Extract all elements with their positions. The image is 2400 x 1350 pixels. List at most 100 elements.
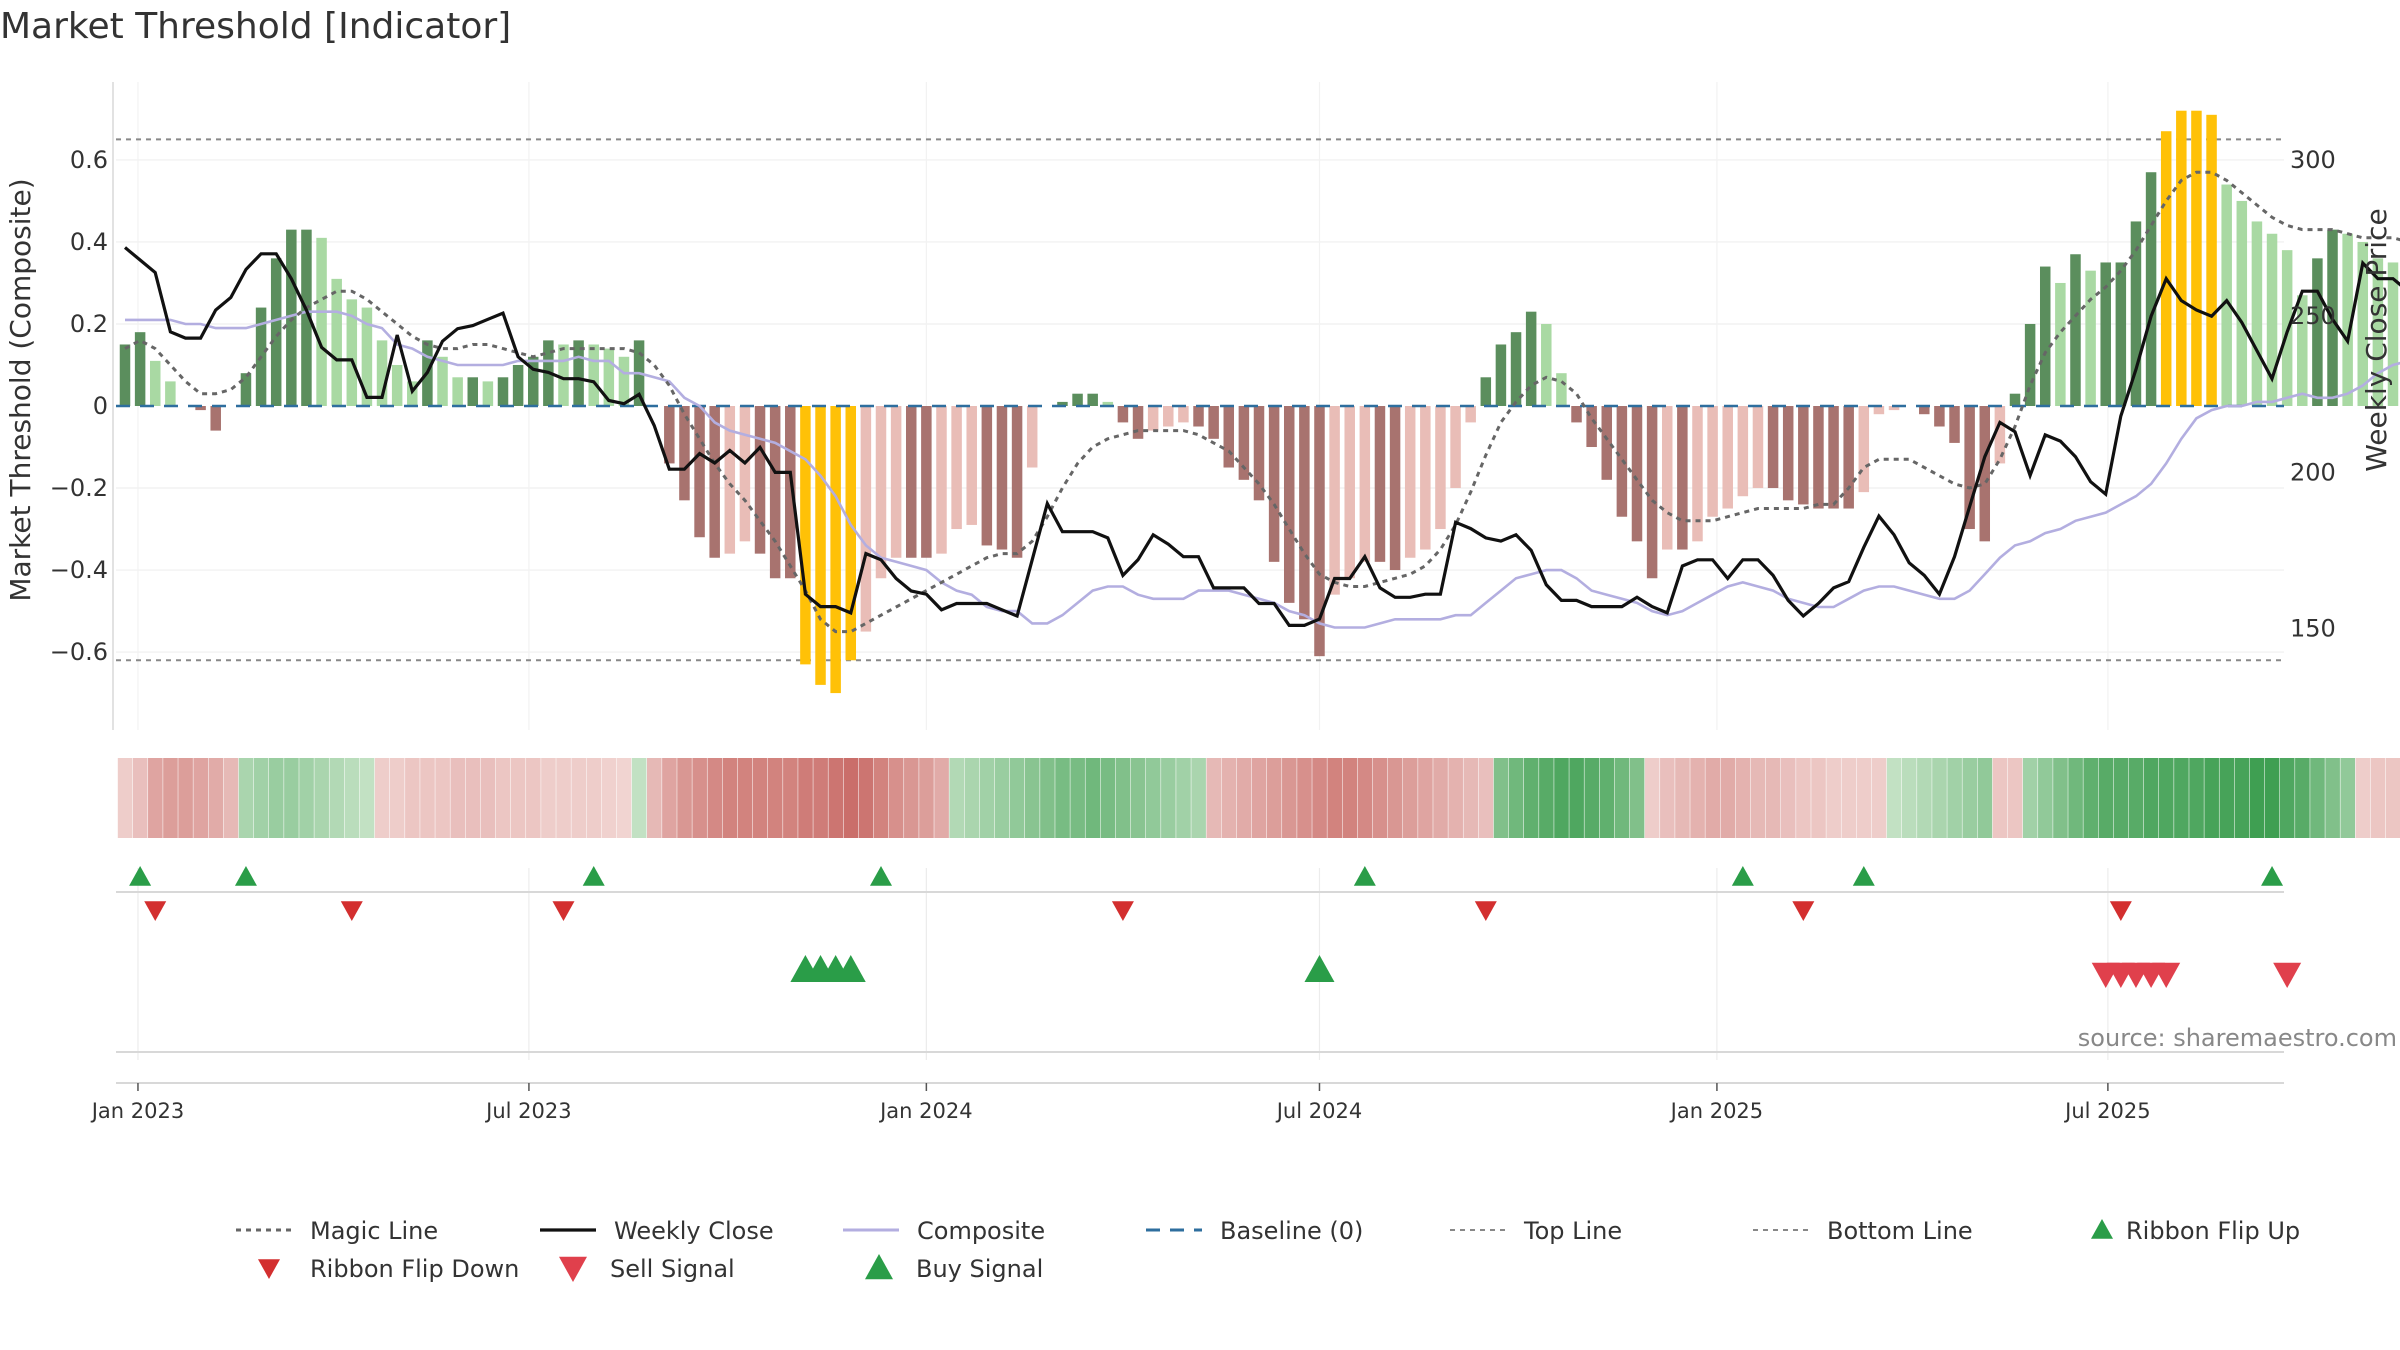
composite-bar: [119, 344, 131, 406]
composite-bar: [966, 406, 977, 525]
legend-label: Baseline (0): [1220, 1217, 1363, 1245]
composite-bar: [1420, 406, 1431, 550]
legend-label: Ribbon Flip Up: [2126, 1217, 2300, 1245]
composite-bar: [618, 356, 630, 406]
composite-bar: [1964, 406, 1975, 530]
composite-bar: [316, 237, 327, 406]
ribbon-cell: [692, 758, 707, 838]
ribbon-cell: [1569, 758, 1584, 838]
composite-bar: [2070, 254, 2081, 406]
ribbon-cell: [2053, 758, 2068, 838]
date-tick-label: Jan 2024: [878, 1099, 973, 1123]
ribbon-cell: [767, 758, 783, 838]
weekly-close-line: [123, 246, 2400, 628]
composite-bar: [1661, 406, 1673, 550]
ribbon-cell: [1161, 758, 1176, 838]
ribbon-cell: [344, 758, 360, 838]
composite-bar: [1722, 406, 1733, 509]
ribbon-cell: [571, 758, 586, 838]
ribbon-cell: [647, 758, 662, 838]
legend-label: Weekly Close: [614, 1217, 774, 1245]
composite-bar: [2130, 221, 2142, 406]
ribbon-flip-up-marker: [129, 866, 152, 886]
ribbon-cell: [2279, 758, 2295, 838]
composite-bar: [1450, 406, 1461, 489]
composite-bar: [2160, 131, 2172, 406]
ribbon-cell: [2234, 758, 2250, 838]
composite-bar: [1646, 406, 1658, 579]
ribbon-cell: [1886, 758, 1902, 838]
ribbon-cell: [1312, 758, 1327, 838]
ribbon-cell: [556, 758, 571, 838]
ribbon-cell: [389, 758, 405, 838]
composite-bar: [936, 406, 947, 554]
composite-bar: [2176, 110, 2187, 406]
composite-bar: [2039, 266, 2051, 406]
ribbon-flip-up-marker: [870, 866, 892, 886]
composite-bar: [527, 356, 539, 406]
ribbon-cell: [314, 758, 329, 838]
legend-label: Buy Signal: [916, 1255, 1043, 1283]
composite-bar: [437, 356, 448, 406]
series-lines: [116, 170, 2400, 634]
composite-bar: [1359, 406, 1371, 562]
axis-ticks: 0.6 0.4 0.2 0 −0.2 −0.4 −0.6 300 250 200 150: [50, 146, 2336, 666]
composite-bar: [2009, 393, 2021, 406]
y2-tick-label: 150: [2290, 615, 2336, 643]
date-tick-label: Jul 2025: [2063, 1099, 2150, 1123]
ribbon-cell: [2385, 758, 2400, 838]
ribbon-cell: [1599, 758, 1615, 838]
ribbon-cell: [1357, 758, 1373, 838]
ribbon-cell: [2174, 758, 2189, 838]
ribbon-cell: [2128, 758, 2144, 838]
ribbon-cell: [828, 758, 844, 838]
ribbon-cell: [2295, 758, 2310, 838]
composite-bar: [1163, 406, 1174, 427]
composite-bar: [724, 406, 736, 554]
ribbon-cell: [1614, 758, 1630, 838]
ribbon-cell: [1735, 758, 1751, 838]
ribbon-cell: [783, 758, 798, 838]
ribbon-cell: [1962, 758, 1978, 838]
composite-bar: [2206, 114, 2217, 407]
ribbon-cell: [1448, 758, 1463, 838]
composite-bar: [1601, 406, 1613, 480]
date-axis: Jan 2023 Jul 2023 Jan 2024 Jul 2024 Jan 2025…: [90, 1083, 2151, 1123]
composite-bar: [286, 229, 297, 406]
ribbon-cell: [994, 758, 1010, 838]
ribbon-cell: [480, 758, 496, 838]
buy-signal-marker: [835, 955, 866, 982]
ribbon-cell: [450, 758, 466, 838]
composite-bar: [1631, 406, 1643, 542]
ribbon-cell: [586, 758, 602, 838]
ribbon-cell: [374, 758, 390, 838]
composite-bar: [165, 381, 176, 406]
ribbon-cell: [1191, 758, 1206, 838]
composite-bar: [2100, 262, 2111, 406]
ribbon-flip-down-marker: [144, 901, 167, 921]
ribbon-cell: [1342, 758, 1358, 838]
composite-bar: [830, 406, 841, 694]
ribbon-cell: [1055, 758, 1070, 838]
composite-bar: [769, 406, 781, 579]
y-tick-label: 0.2: [70, 310, 108, 338]
y-axis-title: Market Threshold (Composite): [4, 178, 37, 601]
sell-signal-marker: [2152, 962, 2181, 988]
ribbon-cell: [2022, 758, 2038, 838]
composite-bars: [119, 110, 2399, 694]
composite-bar: [1389, 406, 1401, 571]
ribbon-flip-down-marker: [1111, 901, 1134, 921]
ribbon-cell: [526, 758, 541, 838]
y-tick-label: −0.2: [50, 474, 108, 502]
ribbon-cell: [2007, 758, 2023, 838]
y2-tick-label: 300: [2290, 146, 2336, 174]
composite-bar: [1692, 406, 1703, 542]
ribbon-cell: [1009, 758, 1025, 838]
ribbon-cell: [208, 758, 224, 838]
composite-bar: [1223, 406, 1235, 468]
composite-bar: [558, 344, 569, 406]
composite-bar: [2115, 262, 2127, 406]
composite-bar: [603, 348, 615, 406]
ribbon-cell: [495, 758, 511, 838]
